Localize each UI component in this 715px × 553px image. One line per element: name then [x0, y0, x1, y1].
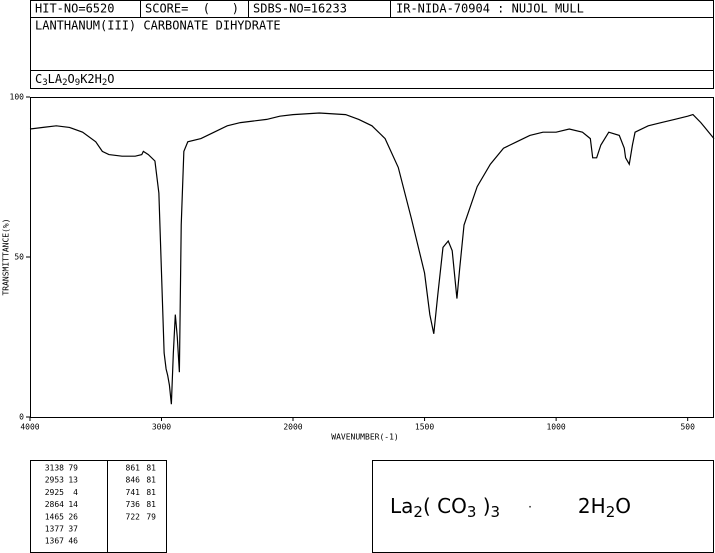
peak-wavenumber: 1377: [45, 525, 64, 534]
structure-subscript: 2: [413, 503, 423, 521]
peak-wavenumber: 2864: [45, 500, 64, 509]
header-box: [30, 0, 714, 89]
peak-transmittance: 79: [146, 512, 156, 521]
structure-text: ( CO: [423, 494, 467, 518]
peak-transmittance: 26: [68, 512, 78, 521]
peak-transmittance: 81: [146, 488, 156, 497]
peak-wavenumber: 2925: [45, 488, 64, 497]
formula-subscript: 9: [75, 78, 80, 88]
x-tick-label: 1000: [546, 423, 565, 432]
formula-subscript: 2: [62, 78, 67, 88]
structure-subscript: 3: [467, 503, 477, 521]
peak-transmittance: 4: [73, 488, 78, 497]
peak-wavenumber: 846: [126, 476, 141, 485]
peak-wavenumber: 741: [126, 488, 141, 497]
compound-name: LANTHANUM(III) CARBONATE DIHYDRATE: [35, 19, 281, 33]
structure-text: ·: [528, 500, 532, 514]
structure-text: 2H: [578, 494, 606, 518]
peak-wavenumber: 736: [126, 500, 141, 509]
structure-subscript: 3: [491, 503, 501, 521]
x-tick-label: 1500: [415, 423, 434, 432]
peak-transmittance: 37: [68, 525, 78, 534]
y-tick-label: 50: [14, 253, 24, 262]
structure-text: O: [615, 494, 631, 518]
sdbs-no: SDBS-NO=16233: [253, 2, 347, 16]
x-tick-label: 500: [680, 423, 695, 432]
peak-wavenumber: 861: [126, 464, 141, 473]
peak-transmittance: 13: [68, 476, 78, 485]
x-axis-label: WAVENUMBER(-1): [331, 433, 398, 442]
formula: C3LA2O9K2H2O: [35, 72, 115, 88]
spectrum-line: [29, 112, 715, 405]
formula-text: C: [35, 72, 42, 86]
structure-text: La: [390, 494, 413, 518]
y-axis-label: TRANSMITTANCE(%): [2, 218, 11, 295]
peak-wavenumber: 1465: [45, 512, 64, 521]
x-tick-label: 3000: [152, 423, 171, 432]
peak-transmittance: 46: [68, 537, 78, 546]
y-tick-label: 0: [19, 413, 24, 422]
formula-text: O: [107, 72, 114, 86]
peak-transmittance: 81: [146, 464, 156, 473]
peak-transmittance: 81: [146, 476, 156, 485]
peak-transmittance: 14: [68, 500, 78, 509]
formula-subscript: 3: [42, 78, 47, 88]
y-tick-label: 100: [10, 93, 25, 102]
formula-text: K2H: [80, 72, 102, 86]
formula-text: LA: [48, 72, 63, 86]
structure-subscript: 2: [606, 503, 616, 521]
peak-transmittance: 81: [146, 500, 156, 509]
formula-subscript: 2: [102, 78, 107, 88]
hit-no: HIT-NO=6520: [35, 2, 114, 16]
plot-frame: [30, 97, 714, 418]
structure-formula: La2( CO3 )3 · 2H2O: [390, 494, 631, 521]
peak-wavenumber: 1367: [45, 537, 64, 546]
score: SCORE= ( ): [145, 2, 239, 16]
ir-code: IR-NIDA-70904 : NUJOL MULL: [396, 2, 584, 16]
peak-wavenumber: 722: [126, 512, 141, 521]
x-tick-label: 4000: [20, 423, 39, 432]
x-tick-label: 2000: [283, 423, 302, 432]
peak-transmittance: 79: [68, 464, 78, 473]
peak-wavenumber: 2953: [45, 476, 64, 485]
formula-text: O: [68, 72, 75, 86]
structure-text: ): [476, 494, 490, 518]
peak-wavenumber: 3138: [45, 464, 64, 473]
